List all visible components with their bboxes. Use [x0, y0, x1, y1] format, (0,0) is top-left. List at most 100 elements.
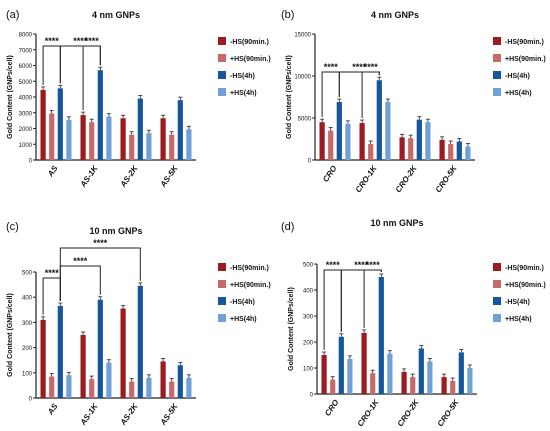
- significance-bracket: [82, 45, 101, 111]
- legend-swatch: [218, 71, 226, 79]
- bar: [66, 375, 72, 398]
- y-tick-label: 300: [303, 315, 314, 321]
- y-tick-label: 6000: [19, 64, 33, 70]
- panel-label: (b): [281, 9, 294, 21]
- bar: [106, 116, 112, 160]
- bar: [137, 98, 143, 160]
- bar: [330, 379, 336, 394]
- bar: [359, 123, 365, 160]
- bar: [80, 335, 86, 398]
- bar: [186, 377, 192, 398]
- x-tick-label: AS: [45, 401, 60, 417]
- y-tick-label: 0: [310, 393, 314, 399]
- y-axis-label: Gold Content (GNPs/cell): [288, 287, 295, 371]
- bar: [97, 70, 103, 160]
- y-tick-label: 300: [22, 321, 33, 327]
- legend-swatch: [493, 263, 501, 271]
- bar: [120, 118, 126, 160]
- bar: [97, 299, 103, 398]
- chart-panel: (a) 4 nm GNPs Gold Content (GNPs/cell) 0 100…: [6, 9, 271, 190]
- y-tick-label: 8000: [19, 33, 33, 39]
- bar: [57, 88, 63, 160]
- legend-swatch: [218, 314, 226, 322]
- panel-label: (d): [281, 221, 294, 233]
- significance-label: ****: [93, 238, 108, 248]
- legend-label: +HS(90min.): [505, 282, 546, 289]
- bar: [169, 134, 175, 160]
- legend-swatch: [493, 88, 501, 96]
- x-tick-label: CRO-2K: [394, 163, 420, 194]
- legend-swatch: [218, 263, 226, 271]
- panel-label: (a): [6, 9, 19, 21]
- legend-label: +HS(4h): [230, 90, 257, 97]
- legend-label: -HS(4h): [230, 73, 255, 80]
- bar: [120, 308, 126, 398]
- x-tick-label: CRO: [323, 397, 341, 417]
- x-tick-label: AS-5K: [158, 401, 180, 426]
- bar: [40, 89, 46, 160]
- bar: [441, 377, 447, 394]
- y-tick-label: 10000: [294, 75, 311, 81]
- significance-bracket: [59, 265, 101, 302]
- y-axis-label: Gold Content (GNPs/cell): [7, 293, 14, 377]
- significance-bracket: [338, 71, 380, 98]
- bar: [89, 379, 95, 398]
- bar: [439, 139, 445, 160]
- significance-bracket: [59, 45, 101, 84]
- x-tick-label: AS-5K: [158, 163, 180, 190]
- bar: [408, 138, 414, 160]
- significance-label: ****: [85, 36, 100, 46]
- chart-panel: (c) 10 nm GNPs Gold Content (GNPs/cell) 0 10…: [6, 221, 271, 428]
- y-tick-label: 15000: [294, 33, 311, 39]
- chart-title: 4 nm GNPs: [371, 10, 419, 20]
- bar: [57, 306, 63, 398]
- legend-swatch: [493, 37, 501, 45]
- chart-panel: (d) 10 nm GNPs Gold Content (GNPs/cell) 0 10…: [281, 218, 546, 428]
- bar: [336, 102, 342, 160]
- bar: [160, 361, 166, 398]
- bar: [465, 146, 471, 160]
- legend-swatch: [218, 54, 226, 62]
- legend-swatch: [493, 71, 501, 79]
- legend-swatch: [493, 314, 501, 322]
- legend-label: +HS(4h): [505, 90, 532, 97]
- y-tick-label: 100: [22, 371, 33, 377]
- y-tick-label: 200: [303, 341, 314, 347]
- bar: [186, 129, 192, 160]
- bar: [458, 352, 464, 394]
- bar: [387, 353, 393, 394]
- y-tick-label: 7000: [19, 48, 33, 54]
- x-tick-label: CRO: [321, 163, 339, 183]
- y-tick-label: 3000: [19, 111, 33, 117]
- y-tick-label: 0: [29, 397, 33, 403]
- legend-label: +HS(90min.): [230, 56, 271, 63]
- bar: [169, 381, 175, 398]
- bar: [129, 381, 135, 398]
- bar: [49, 376, 55, 398]
- bar: [177, 100, 183, 160]
- x-tick-label: CRO-1K: [354, 163, 380, 194]
- x-tick-label: CRO-5K: [436, 397, 462, 426]
- legend-label: -HS(90min.): [505, 39, 544, 46]
- x-tick-label: CRO-5K: [434, 163, 460, 194]
- legend-label: -HS(4h): [230, 299, 255, 306]
- significance-label: ****: [45, 36, 60, 46]
- legend-label: +HS(90min.): [230, 282, 271, 289]
- bar: [427, 361, 433, 394]
- bar: [338, 336, 344, 394]
- significance-bracket: [361, 71, 380, 119]
- y-tick-label: 5000: [298, 117, 312, 123]
- x-tick-label: AS-1K: [78, 163, 100, 190]
- significance-bracket: [42, 45, 61, 85]
- bar: [347, 358, 353, 394]
- y-tick-label: 100: [303, 367, 314, 373]
- legend-swatch: [493, 297, 501, 305]
- significance-label: ****: [324, 62, 339, 72]
- significance-label: ****: [354, 260, 369, 270]
- chart-title: 10 nm GNPs: [370, 218, 423, 228]
- legend-label: -HS(4h): [505, 299, 530, 306]
- bar: [146, 133, 152, 160]
- bar: [361, 332, 367, 394]
- legend-label: -HS(90min.): [230, 39, 269, 46]
- bar: [467, 368, 473, 394]
